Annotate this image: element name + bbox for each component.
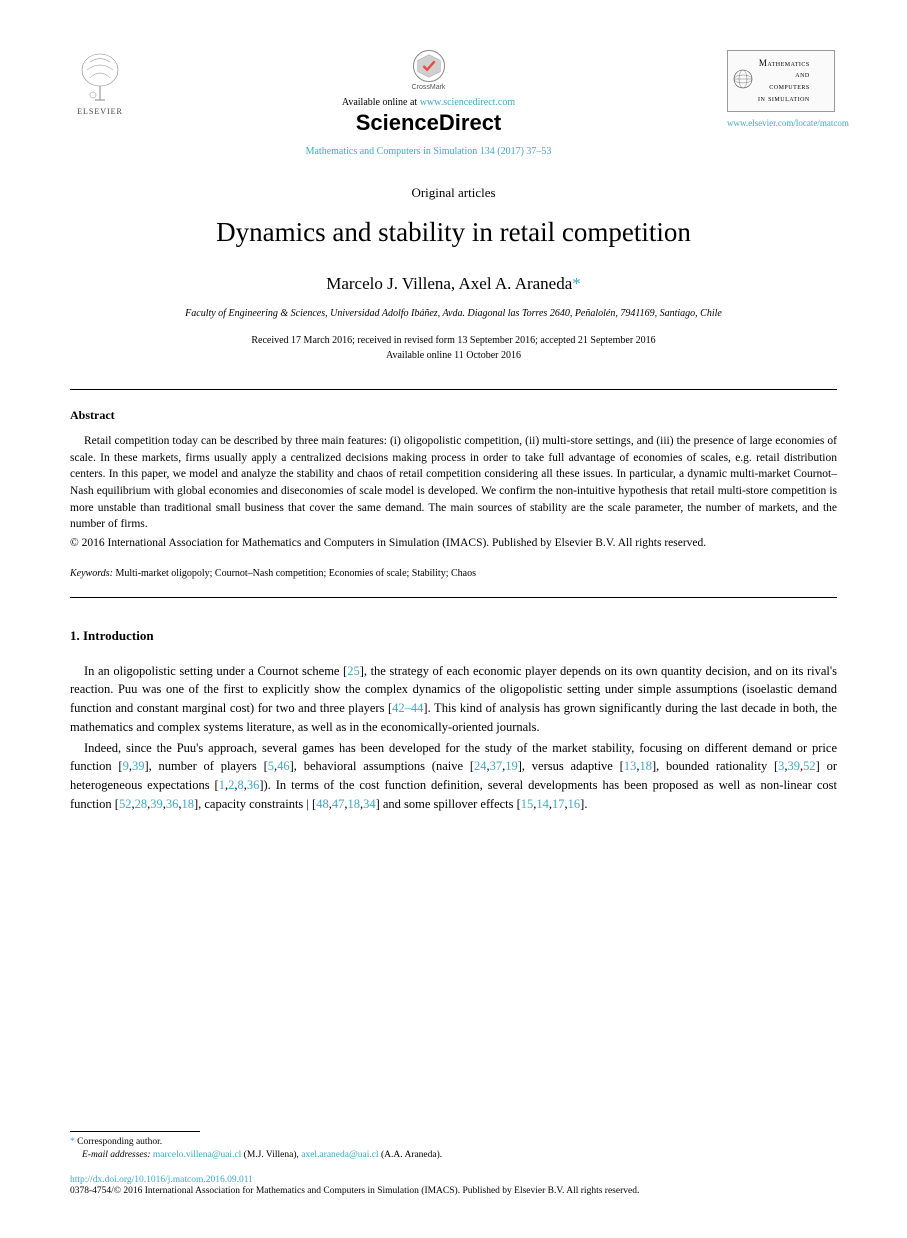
journal-reference[interactable]: Mathematics and Computers in Simulation … [145,146,712,157]
cite-3[interactable]: 3 [778,759,784,773]
cite-17[interactable]: 17 [552,797,565,811]
cite-14[interactable]: 14 [536,797,549,811]
cite-42-44[interactable]: 42–44 [392,701,423,715]
email-1-link[interactable]: marcelo.villena@uai.cl [153,1150,241,1160]
p2c: ], behavioral assumptions (naive [ [290,759,474,773]
cite-39a[interactable]: 39 [132,759,145,773]
doi-link[interactable]: http://dx.doi.org/10.1016/j.matcom.2016.… [70,1175,837,1185]
dates-line2: Available online 11 October 2016 [70,348,837,363]
dates-line1: Received 17 March 2016; received in revi… [70,333,837,348]
journal-cover: Mathematics and computers in simulation … [727,50,837,128]
corresponding-footnote: * Corresponding author. [70,1136,837,1149]
crossmark-icon [413,50,445,82]
cite-39b[interactable]: 39 [788,759,801,773]
cite-8[interactable]: 8 [237,778,243,792]
available-online: Available online at www.sciencedirect.co… [145,97,712,108]
cite-52b[interactable]: 52 [119,797,132,811]
globe-icon [732,68,754,94]
abstract-heading: Abstract [70,408,837,423]
copyright-text: © 2016 International Association for Mat… [70,535,837,552]
cite-39c[interactable]: 39 [150,797,163,811]
cite-48[interactable]: 48 [316,797,329,811]
cite-2[interactable]: 2 [228,778,234,792]
p1a: In an oligopolistic setting under a Cour… [84,664,347,678]
p2h: ], capacity constraints | [ [194,797,316,811]
crossmark-badge[interactable]: CrossMark [412,50,446,91]
cite-9[interactable]: 9 [123,759,129,773]
cite-19[interactable]: 19 [505,759,518,773]
email-1-name: (M.J. Villena), [241,1150,301,1160]
email-footnote: E-mail addresses: marcelo.villena@uai.cl… [70,1149,837,1162]
corresponding-mark[interactable]: * [572,274,581,293]
article-title: Dynamics and stability in retail competi… [70,217,837,248]
keywords: Keywords: Multi-market oligopoly; Courno… [70,568,837,579]
email-2-name: (A.A. Araneda). [379,1150,443,1160]
available-prefix: Available online at [342,97,420,108]
cite-36a[interactable]: 36 [247,778,260,792]
authors: Marcelo J. Villena, Axel A. Araneda* [70,274,837,294]
cite-18c[interactable]: 18 [347,797,360,811]
journal-cover-box[interactable]: Mathematics and computers in simulation [727,50,835,112]
email-label: E-mail addresses: [82,1150,151,1160]
keywords-label: Keywords: [70,568,113,579]
sd-url-link[interactable]: www.sciencedirect.com [420,97,515,108]
cite-52a[interactable]: 52 [803,759,816,773]
cite-46[interactable]: 46 [277,759,290,773]
cite-16[interactable]: 16 [568,797,581,811]
rule-bottom [70,597,837,598]
section-1-heading: 1. Introduction [70,628,837,644]
p2i: ] and some spillover effects [ [376,797,521,811]
center-header: CrossMark Available online at www.scienc… [130,50,727,157]
cite-47[interactable]: 47 [332,797,345,811]
journal-cover-title: Mathematics and computers in simulation [758,58,810,105]
issn-copyright: 0378-4754/© 2016 International Associati… [70,1185,837,1198]
intro-para-2: Indeed, since the Puu's approach, severa… [70,739,837,814]
crossmark-label: CrossMark [412,84,446,91]
keywords-text: Multi-market oligopoly; Cournot–Nash com… [113,568,476,579]
cite-37[interactable]: 37 [490,759,503,773]
email-2-link[interactable]: axel.araneda@uai.cl [301,1150,378,1160]
elsevier-logo[interactable]: ELSEVIER [70,50,130,116]
corr-label: Corresponding author. [77,1137,162,1147]
cite-18b[interactable]: 18 [181,797,194,811]
sciencedirect-logo[interactable]: ScienceDirect [145,110,712,136]
corr-star: * [70,1137,75,1147]
article-dates: Received 17 March 2016; received in revi… [70,333,837,363]
header-row: ELSEVIER CrossMark Available online at w… [70,50,837,157]
elsevier-tree-icon [75,50,125,105]
cite-18a[interactable]: 18 [639,759,652,773]
cite-34[interactable]: 34 [363,797,376,811]
p2j: ]. [580,797,587,811]
abstract-text: Retail competition today can be describe… [70,433,837,533]
p2d: ], versus adaptive [ [518,759,624,773]
article-type: Original articles [70,185,837,201]
cite-24[interactable]: 24 [474,759,487,773]
cite-1[interactable]: 1 [219,778,225,792]
cite-28[interactable]: 28 [135,797,148,811]
cite-5[interactable]: 5 [268,759,274,773]
p2e: ], bounded rationality [ [652,759,778,773]
journal-url-link[interactable]: www.elsevier.com/locate/matcom [727,118,837,128]
cite-15[interactable]: 15 [521,797,534,811]
footnote-rule [70,1131,200,1132]
p2b: ], number of players [ [144,759,267,773]
affiliation: Faculty of Engineering & Sciences, Unive… [70,308,837,319]
intro-para-1: In an oligopolistic setting under a Cour… [70,662,837,737]
author-names[interactable]: Marcelo J. Villena, Axel A. Araneda [326,274,572,293]
elsevier-label: ELSEVIER [77,107,123,116]
footer: * Corresponding author. E-mail addresses… [70,1131,837,1198]
cite-25[interactable]: 25 [347,664,360,678]
cite-13[interactable]: 13 [624,759,637,773]
cite-36b[interactable]: 36 [166,797,179,811]
rule-top [70,389,837,390]
